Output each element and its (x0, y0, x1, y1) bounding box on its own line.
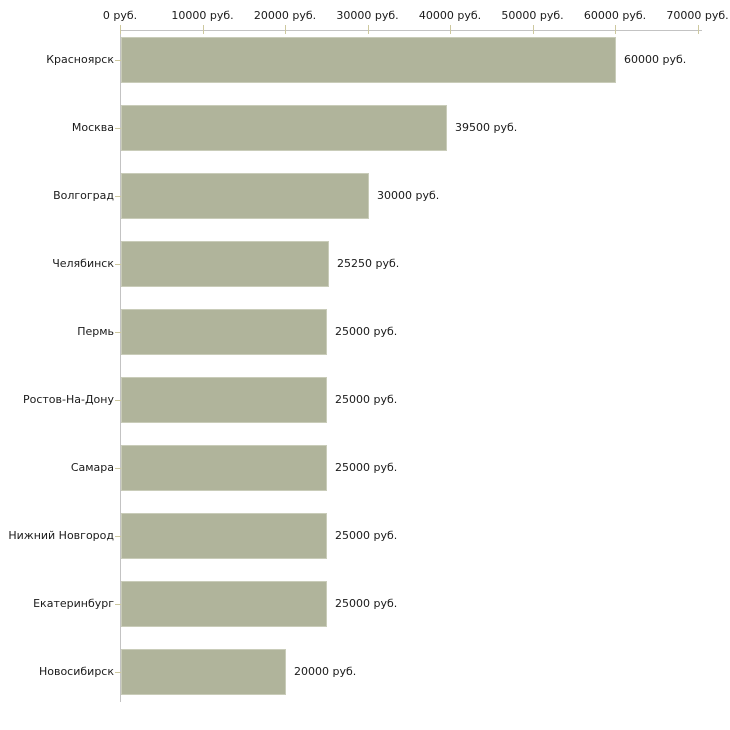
y-tick (115, 60, 121, 61)
bar (121, 173, 369, 219)
x-tick (285, 25, 286, 34)
value-label: 25000 руб. (335, 597, 398, 610)
y-tick (115, 468, 121, 469)
x-tick (615, 25, 616, 34)
x-tick-label: 30000 руб. (336, 9, 399, 22)
category-label: Нижний Новгород (8, 529, 114, 542)
category-label: Ростов-На-Дону (22, 393, 114, 406)
bar (121, 377, 327, 423)
category-label: Красноярск (46, 53, 114, 66)
y-tick (115, 264, 121, 265)
x-tick-label: 40000 руб. (418, 9, 482, 22)
x-tick (697, 25, 699, 34)
x-tick-label: 20000 руб. (253, 9, 317, 22)
x-tick-label: 60000 руб. (583, 9, 647, 22)
category-label: Пермь (77, 325, 114, 338)
y-tick (115, 196, 121, 197)
category-label: Екатеринбург (33, 597, 114, 610)
value-label: 25000 руб. (335, 529, 398, 542)
bar (121, 581, 327, 627)
bar (121, 309, 327, 355)
value-label: 60000 руб. (624, 53, 687, 66)
x-axis-line (120, 30, 702, 31)
value-label: 25000 руб. (335, 325, 398, 338)
category-label: Самара (70, 461, 114, 474)
value-label: 30000 руб. (377, 189, 440, 202)
x-tick-label: 10000 руб. (171, 9, 234, 22)
y-tick (115, 332, 121, 333)
value-label: 20000 руб. (294, 665, 357, 678)
bar (121, 37, 616, 83)
x-tick-label: 50000 руб. (501, 9, 564, 22)
bar (121, 649, 286, 695)
bar (121, 445, 327, 491)
x-tick (202, 25, 204, 34)
bar (121, 105, 447, 151)
x-tick (120, 25, 121, 34)
category-label: Москва (71, 121, 114, 134)
value-label: 39500 руб. (455, 121, 518, 134)
category-label: Челябинск (52, 257, 114, 270)
value-label: 25000 руб. (335, 393, 398, 406)
y-tick (115, 604, 121, 605)
x-tick-label: 0 руб. (102, 9, 138, 22)
y-tick (115, 672, 121, 673)
bar (121, 241, 329, 287)
value-label: 25000 руб. (335, 461, 398, 474)
y-axis-line (120, 30, 121, 702)
category-label: Новосибирск (38, 665, 114, 678)
y-tick (115, 536, 121, 537)
y-tick (115, 128, 121, 129)
category-label: Волгоград (53, 189, 114, 202)
value-label: 25250 руб. (337, 257, 400, 270)
y-tick (115, 400, 121, 401)
x-tick (532, 25, 534, 34)
x-tick (450, 25, 451, 34)
x-tick (367, 25, 369, 34)
bar (121, 513, 327, 559)
x-tick-label: 70000 руб. (666, 9, 729, 22)
